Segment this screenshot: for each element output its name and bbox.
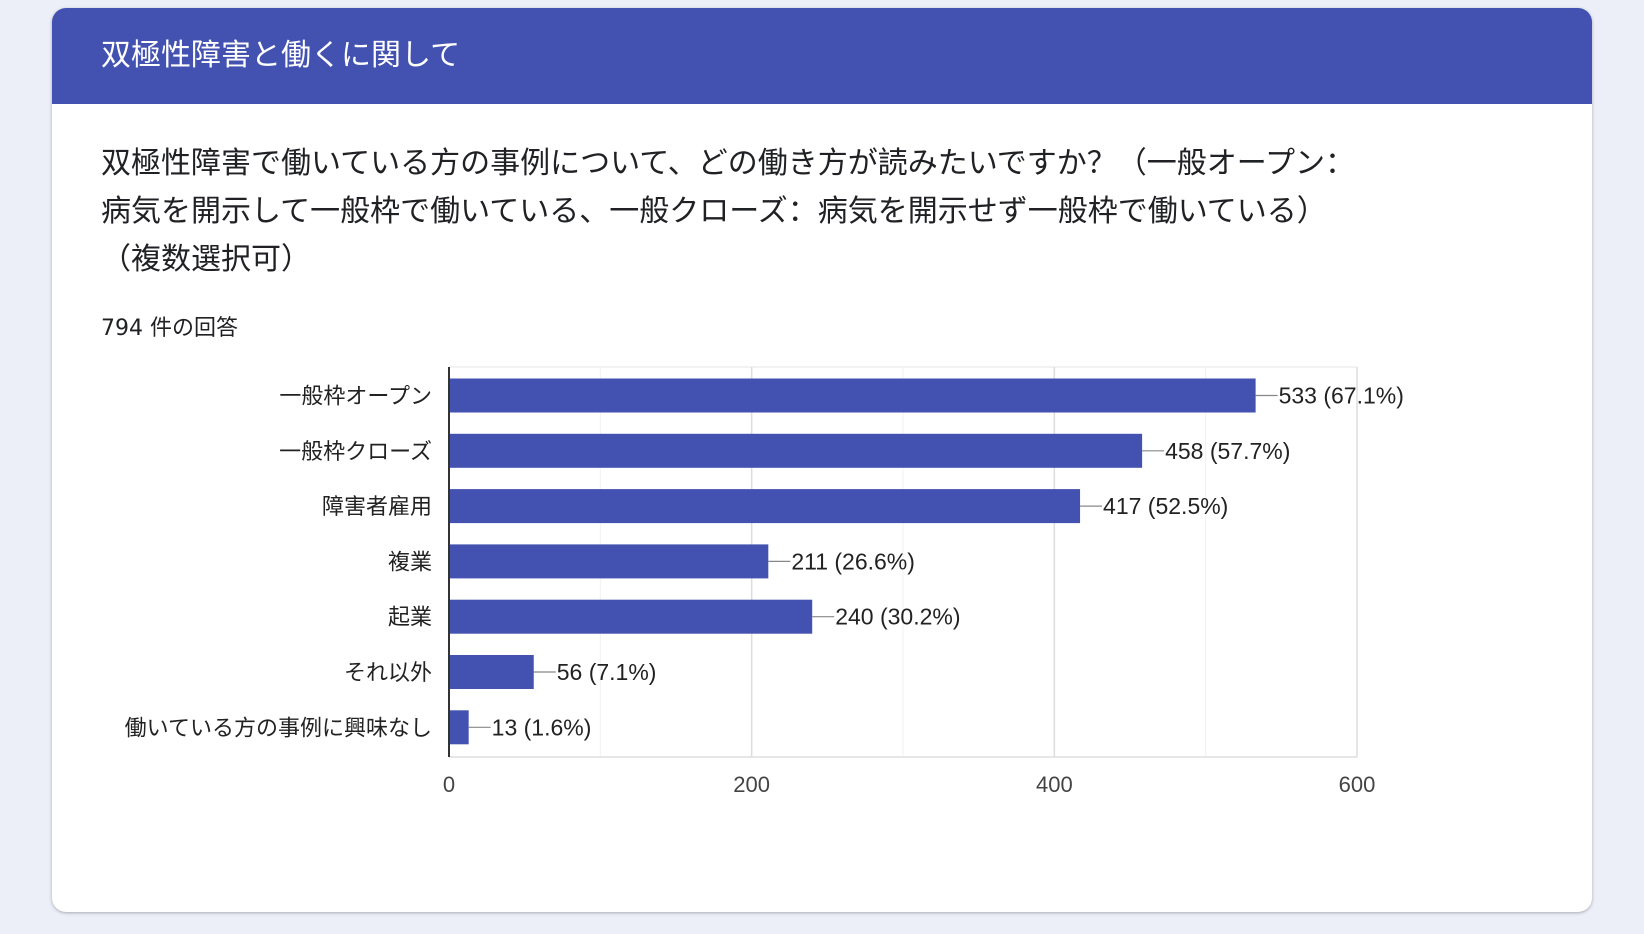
question-card: 双極性障害と働くに関して 双極性障害で働いている方の事例について、どの働き方が読… bbox=[52, 8, 1592, 912]
category-label: 起業 bbox=[388, 606, 432, 631]
value-label: 533 (67.1%) bbox=[1279, 383, 1404, 409]
question-title: 双極性障害で働いている方の事例について、どの働き方が読みたいですか？（一般オープ… bbox=[101, 140, 1501, 284]
bar bbox=[449, 710, 469, 745]
category-label: 障害者雇用 bbox=[322, 495, 432, 520]
category-label: 複業 bbox=[388, 550, 432, 575]
value-label: 13 (1.6%) bbox=[492, 714, 592, 740]
bar bbox=[449, 489, 1081, 524]
x-tick-label: 600 bbox=[1339, 772, 1376, 797]
value-label: 56 (7.1%) bbox=[557, 659, 657, 685]
category-label: 一般枠オープン bbox=[279, 385, 432, 410]
value-label: 211 (26.6%) bbox=[791, 548, 915, 574]
bar bbox=[449, 433, 1143, 468]
value-label: 458 (57.7%) bbox=[1165, 438, 1290, 464]
bar bbox=[449, 655, 534, 689]
bar bbox=[449, 599, 813, 634]
value-label: 240 (30.2%) bbox=[835, 604, 960, 630]
category-label: 働いている方の事例に興味なし bbox=[125, 716, 432, 741]
section-header: 双極性障害と働くに関して bbox=[52, 8, 1592, 104]
response-count: 794 件の回答 bbox=[101, 316, 238, 341]
bar-chart: 533 (67.1%) 一般枠オープン 458 (57.7%) 一般枠クローズ 417 … bbox=[125, 366, 1404, 797]
x-tick-label: 400 bbox=[1036, 772, 1073, 797]
question-line: 病気を開示して一般枠で働いている、一般クローズ：病気を開示せず一般枠で働いている… bbox=[101, 194, 1327, 229]
x-tick-label: 200 bbox=[733, 772, 770, 797]
x-tick-label: 0 bbox=[443, 772, 455, 797]
category-label: それ以外 bbox=[344, 661, 432, 686]
value-label: 417 (52.5%) bbox=[1103, 493, 1228, 519]
category-label: 一般枠クローズ bbox=[279, 440, 432, 465]
bar bbox=[449, 544, 769, 579]
question-line: 双極性障害で働いている方の事例について、どの働き方が読みたいですか？（一般オープ… bbox=[101, 146, 1355, 181]
bar bbox=[449, 378, 1256, 413]
question-line: （複数選択可） bbox=[101, 242, 311, 277]
